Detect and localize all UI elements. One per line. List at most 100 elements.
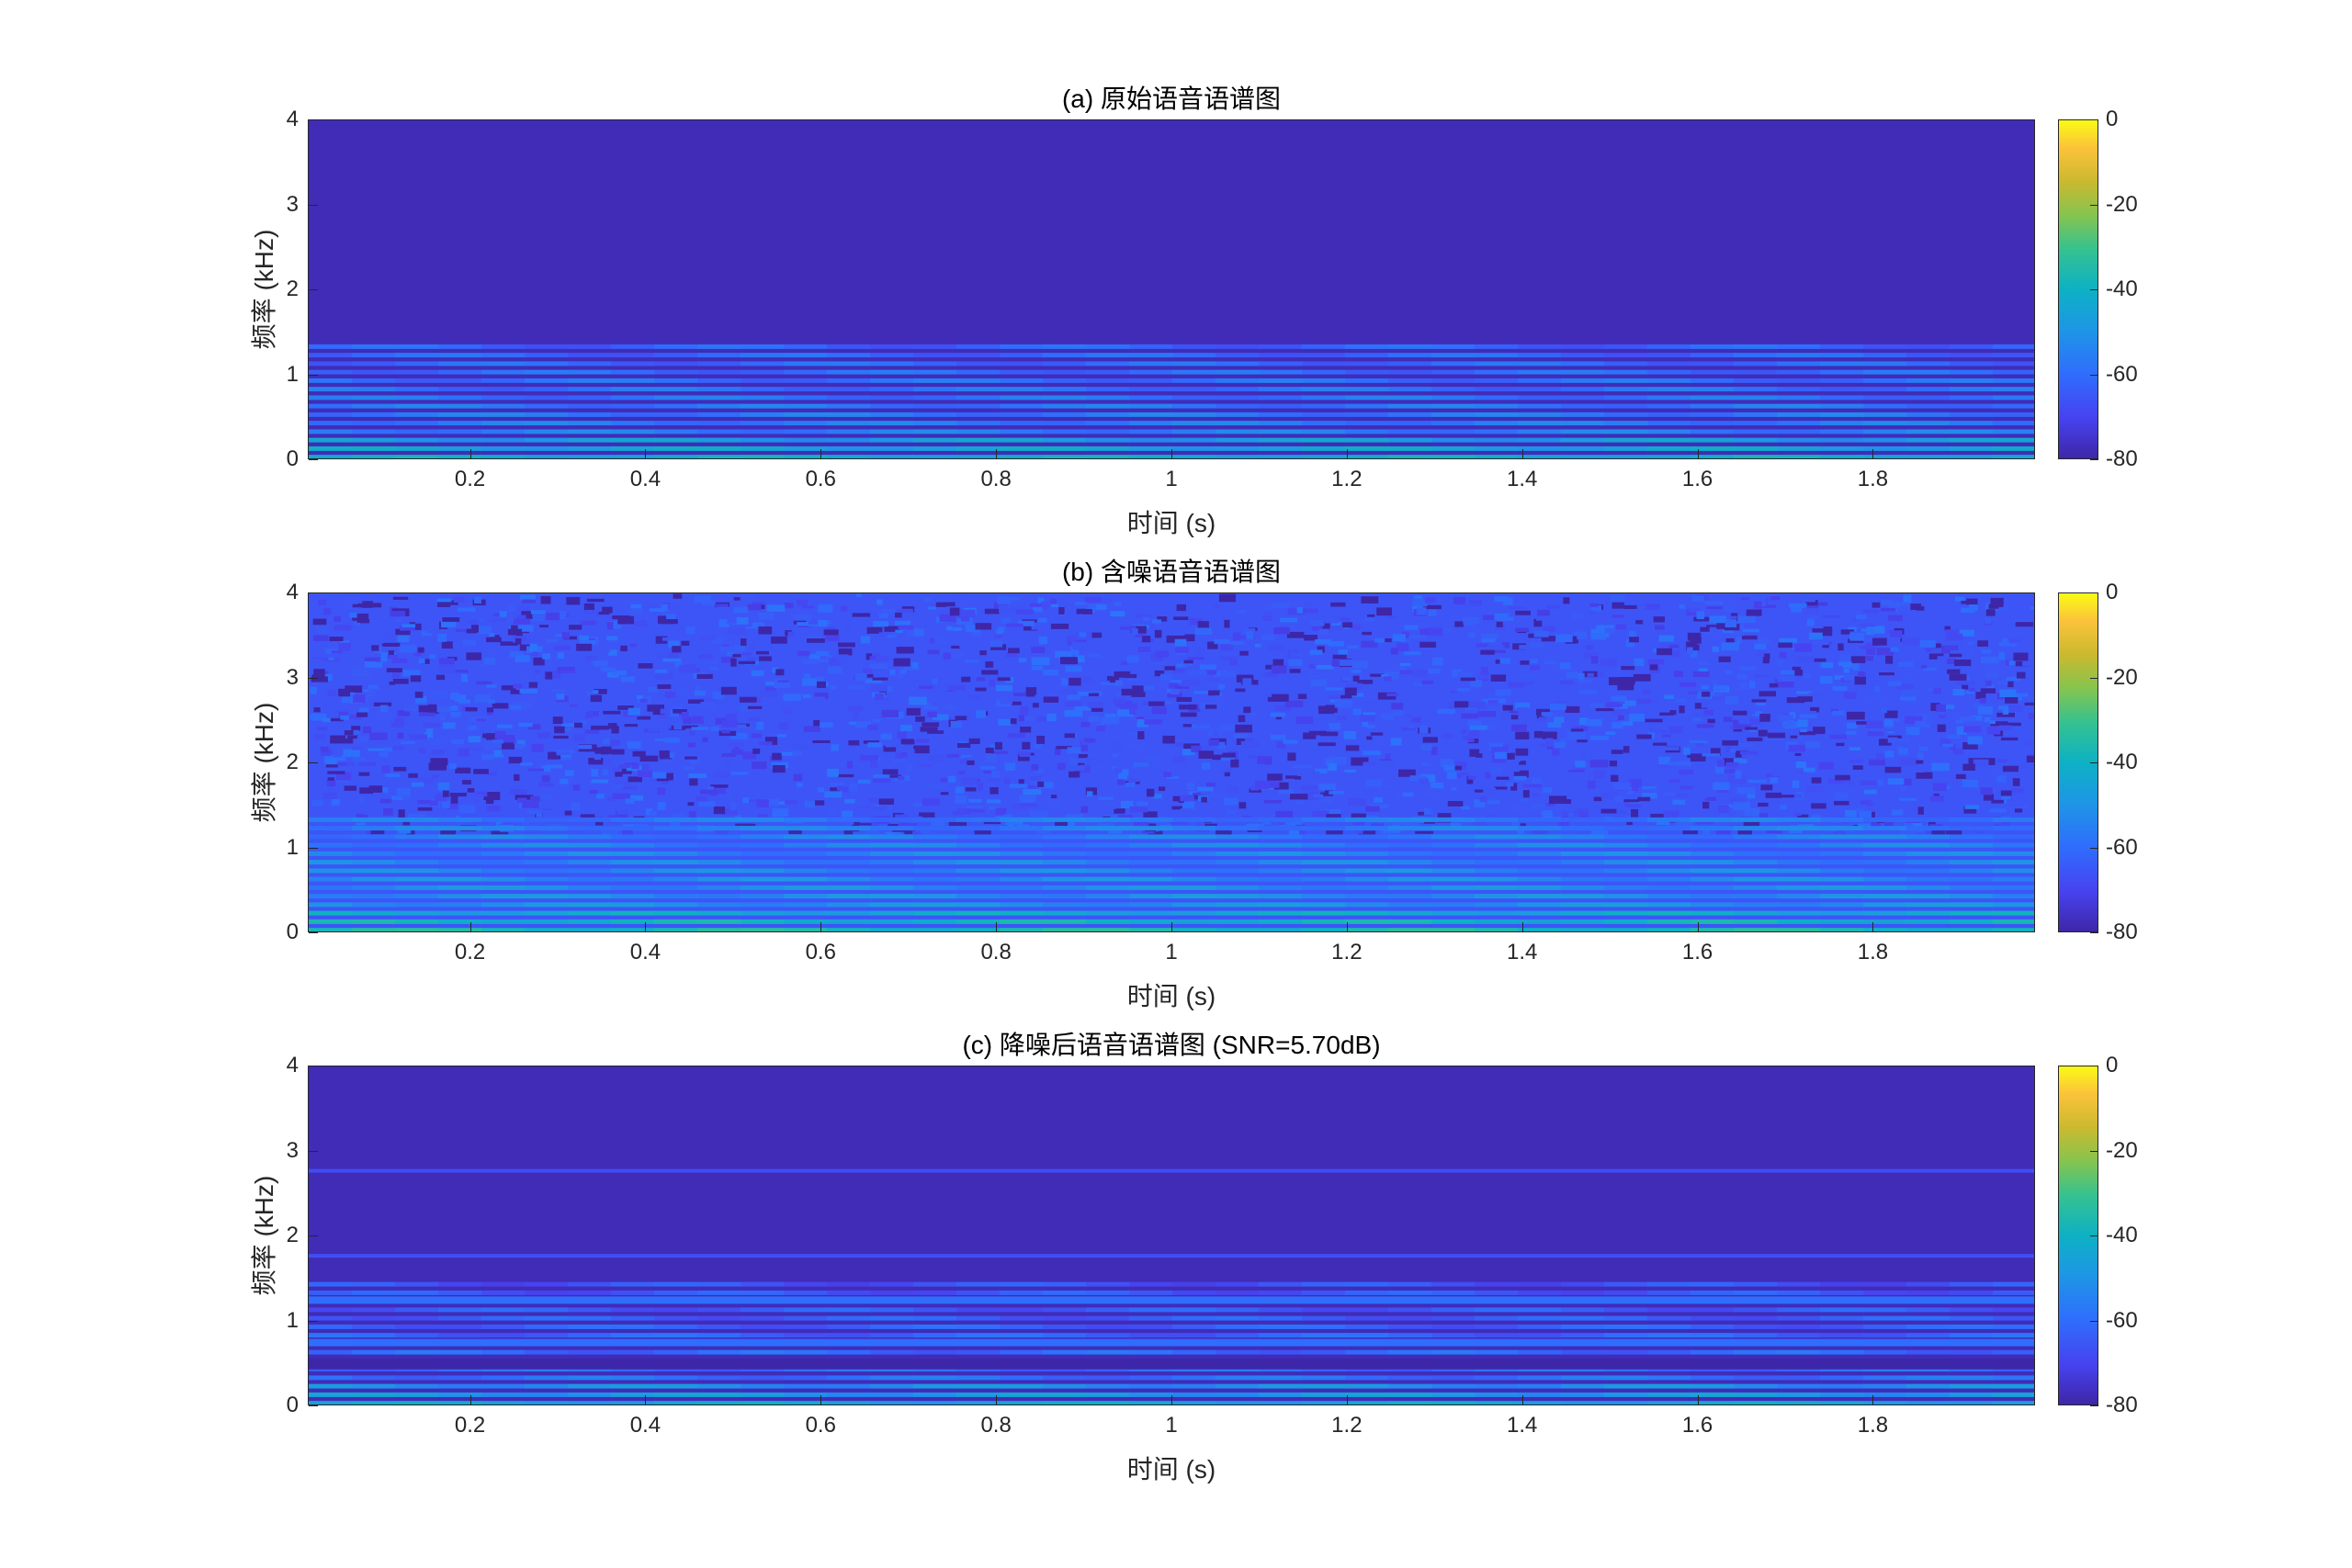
noise-cell (1510, 724, 1527, 731)
harmonic-band (1820, 344, 1864, 349)
y-axis-label: 频率 (kHz) (250, 229, 278, 350)
noise-cell (960, 755, 972, 759)
noise-cell (1399, 662, 1411, 667)
noise-cell (657, 802, 666, 810)
harmonic-band (654, 344, 698, 349)
colorbar-tick-label: -60 (2106, 1307, 2138, 1333)
noise-cell (876, 599, 883, 605)
harmonic-band (1690, 894, 1735, 899)
harmonic-band (1561, 928, 1605, 931)
harmonic-band (1690, 1281, 1735, 1287)
noise-cell (1343, 730, 1357, 739)
noise-cell (1023, 626, 1037, 631)
noise-cell (1055, 650, 1073, 659)
noise-cell (1162, 735, 1175, 744)
harmonic-band (1950, 429, 1994, 434)
harmonic-band (525, 395, 569, 400)
harmonic-band (1690, 868, 1735, 874)
harmonic-band (827, 902, 871, 908)
x-tick-mark (1697, 1395, 1699, 1404)
harmonic-band (913, 1281, 957, 1287)
noise-cell (1937, 724, 1946, 732)
noise-cell (1517, 827, 1525, 834)
noise-cell (1788, 783, 1796, 786)
harmonic-band (481, 868, 526, 874)
noise-cell (1707, 714, 1713, 717)
noise-cell (932, 678, 938, 684)
noise-cell (1893, 738, 1911, 744)
harmonic-band (1259, 1392, 1303, 1397)
harmonic-band (1950, 344, 1994, 349)
harmonic-band (1561, 1401, 1605, 1404)
harmonic-band (1518, 1401, 1562, 1404)
x-axis-label: 时间 (s) (1126, 982, 1216, 1010)
noise-cell (1208, 690, 1220, 696)
noise-cell (673, 709, 687, 714)
noise-cell (1881, 608, 1896, 612)
noise-cell (948, 820, 967, 827)
harmonic-band (1777, 885, 1821, 890)
harmonic-band (1734, 1324, 1778, 1329)
harmonic-band (395, 429, 439, 434)
harmonic-band (525, 860, 569, 865)
harmonic-band (1647, 1324, 1691, 1329)
noise-cell (537, 646, 543, 652)
noise-cell (1135, 634, 1144, 637)
noise-cell (496, 724, 513, 728)
noise-cell (1392, 634, 1406, 641)
noise-cell (1506, 782, 1514, 787)
harmonic-band (1950, 1349, 1994, 1355)
harmonic-band (1216, 1375, 1260, 1381)
harmonic-band (784, 1383, 828, 1389)
noise-cell (1064, 710, 1083, 717)
harmonic-band (1086, 919, 1130, 924)
harmonic-band (1777, 1333, 1821, 1338)
harmonic-band (525, 868, 569, 874)
noise-cell (1751, 699, 1767, 703)
noise-cell (1887, 681, 1902, 687)
noise-cell (392, 671, 401, 679)
noise-cell (589, 711, 599, 716)
harmonic-band (1172, 429, 1216, 434)
harmonic-band (611, 412, 655, 417)
harmonic-band (1604, 403, 1648, 409)
harmonic-band (1993, 860, 2034, 865)
harmonic-band (827, 851, 871, 856)
harmonic-band (1820, 1349, 1864, 1355)
noise-cell (1121, 688, 1135, 696)
noise-cell (331, 798, 340, 806)
noise-cell (875, 693, 885, 700)
noise-cell (1736, 786, 1756, 795)
noise-cell (1758, 802, 1769, 807)
noise-cell (1080, 806, 1089, 813)
noise-cell (1132, 685, 1144, 694)
noise-cell (1578, 690, 1597, 694)
x-tick-mark (1171, 922, 1172, 931)
harmonic-band (1950, 919, 1994, 924)
noise-cell (1451, 787, 1457, 791)
noise-cell (657, 716, 669, 719)
noise-cell (1847, 722, 1858, 729)
noise-cell (989, 640, 1003, 648)
noise-cell (1074, 602, 1091, 605)
harmonic-band (1259, 395, 1303, 400)
x-tick-mark (1697, 922, 1699, 931)
harmonic-band (784, 378, 828, 383)
noise-cell (727, 652, 735, 656)
harmonic-band (1777, 361, 1821, 367)
noise-cell (720, 686, 737, 695)
colorbar-tick-mark (2090, 459, 2098, 460)
harmonic-band (1734, 817, 1778, 822)
harmonic-band (654, 455, 698, 458)
harmonic-band (697, 1401, 741, 1404)
noise-cell (559, 611, 567, 619)
harmonic-band (438, 928, 482, 931)
noise-cell (1929, 824, 1943, 828)
noise-cell (556, 694, 565, 700)
noise-cell (1243, 706, 1251, 714)
noise-cell (431, 774, 438, 779)
noise-cell (2018, 762, 2027, 770)
harmonic-band (827, 455, 871, 458)
noise-cell (1743, 620, 1758, 627)
harmonic-band (1906, 834, 1951, 840)
